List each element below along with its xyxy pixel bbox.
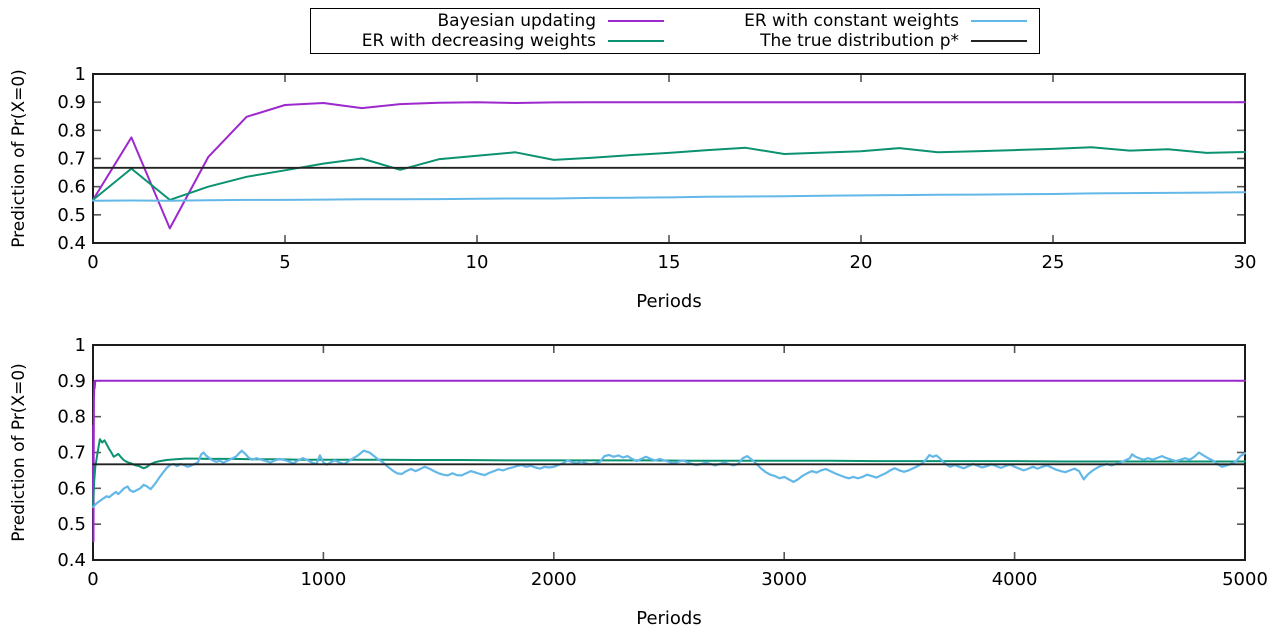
y-tick-label: 0.7 <box>57 443 86 464</box>
series-er-with-constant-weights <box>91 449 1247 509</box>
x-tick-label: 30 <box>1234 252 1257 273</box>
y-tick-label: 1 <box>75 335 86 356</box>
y-tick-label: 0.9 <box>57 92 86 113</box>
legend-entry-er-constant: ER with constant weights <box>678 11 1027 31</box>
x-tick-label: 5000 <box>1222 569 1268 590</box>
legend-line-sample-er-decreasing <box>608 39 664 43</box>
y-axis-label: Prediction of Pr(X=0) <box>9 69 29 248</box>
x-tick-label: 1000 <box>300 569 346 590</box>
x-axis-label: Periods <box>636 291 702 312</box>
x-axis-label: Periods <box>636 608 702 629</box>
y-tick-label: 0.4 <box>57 233 86 254</box>
legend-label-er-constant: ER with constant weights <box>744 10 959 31</box>
x-tick-label: 0 <box>87 252 98 273</box>
legend-line-sample-true-distribution <box>971 39 1027 43</box>
legend-line-sample-bayesian <box>608 19 664 23</box>
x-tick-label: 2000 <box>531 569 577 590</box>
top-chart-short-horizon: 0 5 10 15 20 25 30 0.4 0.5 0.6 0.7 0.8 0.9 1 Periods Pr… <box>9 64 1257 312</box>
legend-entry-true-distribution: The true distribution p* <box>678 31 1027 51</box>
x-tick-label: 5 <box>279 252 290 273</box>
legend-entry-bayesian: Bayesian updating <box>315 11 664 31</box>
y-tick-label: 0.4 <box>57 550 86 571</box>
legend-label-true-distribution: The true distribution p* <box>760 30 959 51</box>
y-tick-label: 0.6 <box>57 478 86 499</box>
bottom-chart-long-horizon: 0 1000 2000 3000 4000 5000 0.4 0.5 0.6 0.7 0.8 0.9 1… <box>9 335 1268 629</box>
plot-border <box>92 344 1246 561</box>
series-er-with-decreasing-weights <box>92 146 1246 201</box>
series-bayesian-updating <box>92 101 1246 230</box>
y-tick-label: 0.8 <box>57 120 86 141</box>
legend-label-bayesian: Bayesian updating <box>437 10 596 31</box>
series-er-with-constant-weights <box>92 191 1246 202</box>
series-er-with-decreasing-weights <box>92 438 1246 507</box>
x-tick-label: 4000 <box>992 569 1038 590</box>
x-tick-label: 15 <box>658 252 681 273</box>
y-tick-label: 0.5 <box>57 514 86 535</box>
legend-label-er-decreasing: ER with decreasing weights <box>361 30 596 51</box>
y-tick-label: 0.6 <box>57 177 86 198</box>
y-tick-label: 0.8 <box>57 407 86 428</box>
x-tick-label: 3000 <box>761 569 807 590</box>
y-tick-label: 1 <box>75 64 86 85</box>
x-tick-label: 10 <box>466 252 489 273</box>
x-tick-label: 0 <box>87 569 98 590</box>
y-axis-label: Prediction of Pr(X=0) <box>9 363 29 542</box>
x-tick-label: 20 <box>850 252 873 273</box>
y-tick-label: 0.9 <box>57 371 86 392</box>
plot-border <box>92 73 1246 244</box>
legend-line-sample-er-constant <box>971 19 1027 23</box>
x-tick-label: 25 <box>1042 252 1065 273</box>
legend: Bayesian updating ER with decreasing wei… <box>310 8 1040 54</box>
legend-entry-er-decreasing: ER with decreasing weights <box>315 31 664 51</box>
y-tick-label: 0.5 <box>57 205 86 226</box>
y-tick-label: 0.7 <box>57 149 86 170</box>
